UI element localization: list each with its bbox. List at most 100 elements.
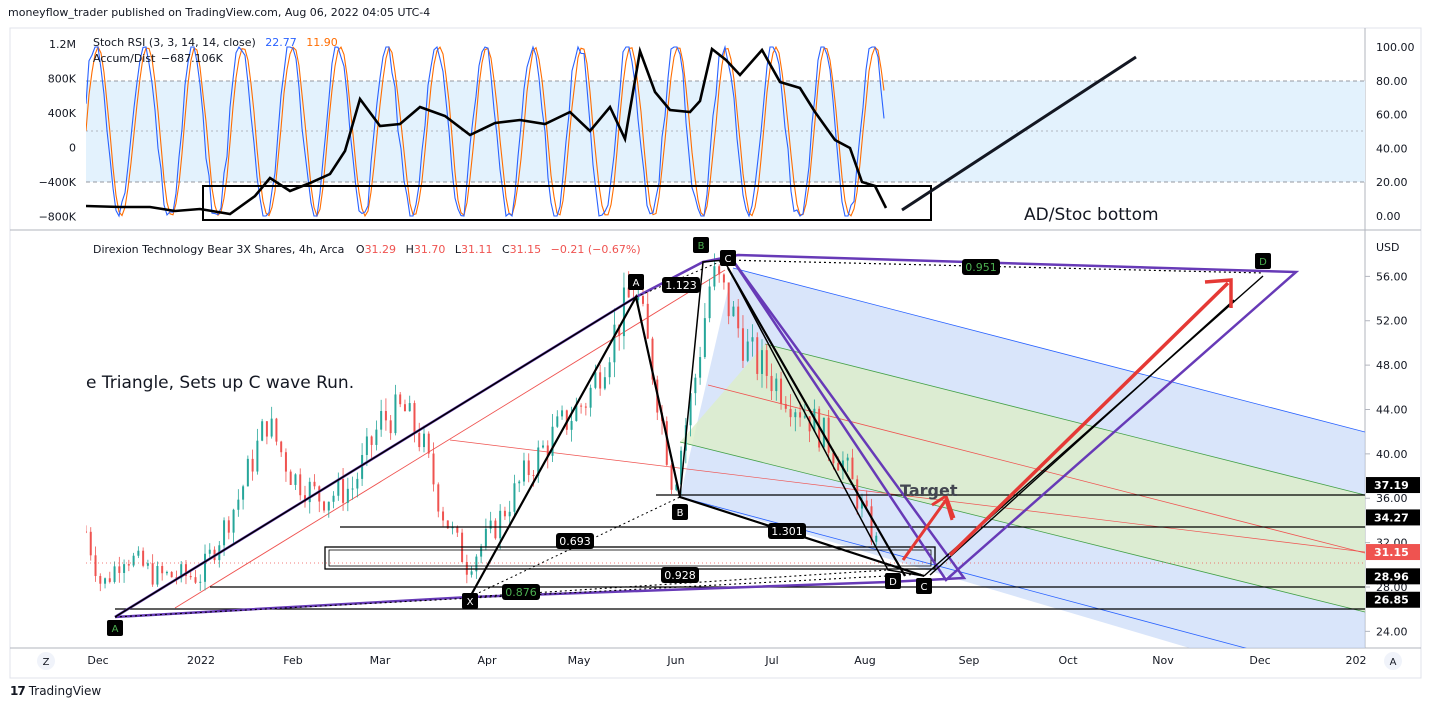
candle-body: [308, 481, 311, 503]
publish-header: moneyflow_trader published on TradingVie…: [8, 6, 431, 19]
svg-text:A: A: [633, 278, 640, 289]
candle-body: [89, 531, 92, 556]
candle-body: [708, 286, 711, 319]
candle-body: [137, 550, 140, 556]
tradingview-logo-icon: 17: [10, 684, 26, 698]
candle-body: [822, 417, 825, 448]
harmonic-cd-leg: [727, 267, 906, 577]
candle-body: [184, 564, 187, 577]
candle-body: [827, 417, 830, 453]
axis-auto-button[interactable]: A: [1384, 652, 1402, 670]
candle-body: [746, 341, 749, 361]
level-label: 28.96: [1374, 570, 1409, 583]
candle-body: [513, 483, 516, 512]
accum-dist-line: [86, 45, 888, 216]
ratio-1-301: 1.301: [768, 523, 806, 539]
ad-tick-label: 800K: [48, 73, 77, 86]
candle-body: [699, 357, 702, 378]
projection-arrow: [948, 281, 1230, 557]
candle-body: [851, 457, 854, 480]
ad-tick-label: −800K: [39, 211, 77, 224]
candle-body: [841, 460, 844, 471]
svg-text:0.928: 0.928: [664, 569, 696, 582]
candle-body: [170, 571, 173, 578]
time-tick-label: Mar: [370, 654, 391, 667]
high-value: 31.70: [414, 243, 446, 256]
low-value: 31.11: [461, 243, 493, 256]
pivot-c: C: [720, 250, 736, 266]
stoch-tick-label: 20.00: [1376, 176, 1408, 189]
candle-body: [370, 436, 373, 445]
candle-body: [275, 418, 278, 442]
close-label: C: [502, 243, 510, 256]
candle-body: [756, 337, 759, 374]
axis-left-button[interactable]: Z: [37, 652, 55, 670]
candle-body: [265, 421, 268, 437]
harmonic-purple-outline: [114, 253, 1300, 619]
currency-label: USD: [1376, 241, 1400, 254]
candle-body: [627, 287, 630, 298]
level-label: 37.19: [1374, 479, 1409, 492]
candle-body: [303, 495, 306, 503]
candle-body: [432, 453, 435, 485]
candle-body: [641, 296, 644, 304]
chart-canvas[interactable]: 1.2M 800K 400K 0 −400K −800K 100.00 80.00 60.00…: [0, 0, 1432, 680]
candle-body: [760, 350, 763, 374]
candle-body: [394, 394, 397, 434]
time-tick-label: Sep: [959, 654, 980, 667]
candle-body: [227, 520, 230, 533]
candle-body: [784, 403, 787, 409]
candle-body: [446, 520, 449, 529]
svg-text:A: A: [112, 624, 119, 635]
candle-body: [346, 488, 349, 503]
pivot-a: A: [628, 274, 644, 290]
svg-text:Z: Z: [43, 657, 50, 668]
candle-body: [161, 566, 164, 574]
candle-body: [375, 429, 378, 445]
candle-body: [780, 378, 783, 404]
candle-body: [575, 405, 578, 421]
time-tick-label: Aug: [854, 654, 875, 667]
fork-upper: [732, 267, 1365, 433]
level-badge: [1366, 477, 1420, 494]
candle-body: [208, 549, 211, 554]
candle-body: [599, 372, 602, 389]
stoch-tick-label: 0.00: [1376, 210, 1401, 223]
stoch-d-value: 11.90: [306, 36, 338, 49]
candle-body: [327, 501, 330, 511]
candle-body: [799, 412, 802, 418]
candle-body: [361, 455, 364, 479]
candle-body: [770, 375, 773, 392]
candle-body: [646, 303, 649, 339]
candle-body: [522, 460, 525, 482]
time-tick-label: Dec: [1249, 654, 1270, 667]
candle-body: [118, 566, 121, 573]
price-legend: Direxion Technology Bear 3X Shares, 4h, …: [93, 243, 641, 256]
candle-body: [570, 420, 573, 430]
candle-body: [123, 564, 126, 573]
open-label: O: [356, 243, 365, 256]
candle-body: [151, 563, 154, 585]
svg-text:0.876: 0.876: [505, 586, 537, 599]
level-label: 26.85: [1374, 594, 1409, 607]
harmonic-next-leg-2: [929, 299, 1235, 576]
ad-axis-ticks: 1.2M 800K 400K 0 −400K −800K: [39, 38, 77, 224]
target-label: Target: [900, 481, 958, 500]
time-tick-label: Feb: [283, 654, 302, 667]
stoch-tick-label: 100.00: [1376, 41, 1415, 54]
triangle-note: e Triangle, Sets up C wave Run.: [86, 373, 354, 393]
pivot-d-projected: D: [1255, 253, 1271, 269]
candle-body: [651, 338, 654, 380]
candle-body: [551, 426, 554, 456]
candle-body: [318, 486, 321, 502]
candle-body: [561, 410, 564, 417]
candle-body: [413, 403, 416, 434]
candle-body: [670, 464, 673, 490]
candle-body: [665, 421, 668, 465]
low-label: L: [455, 243, 462, 256]
ad-bottom-box: [202, 185, 932, 221]
candle-body: [380, 411, 383, 430]
candle-body: [713, 266, 716, 287]
time-tick-label: Apr: [477, 654, 497, 667]
price-tick-label: 56.00: [1376, 270, 1408, 283]
